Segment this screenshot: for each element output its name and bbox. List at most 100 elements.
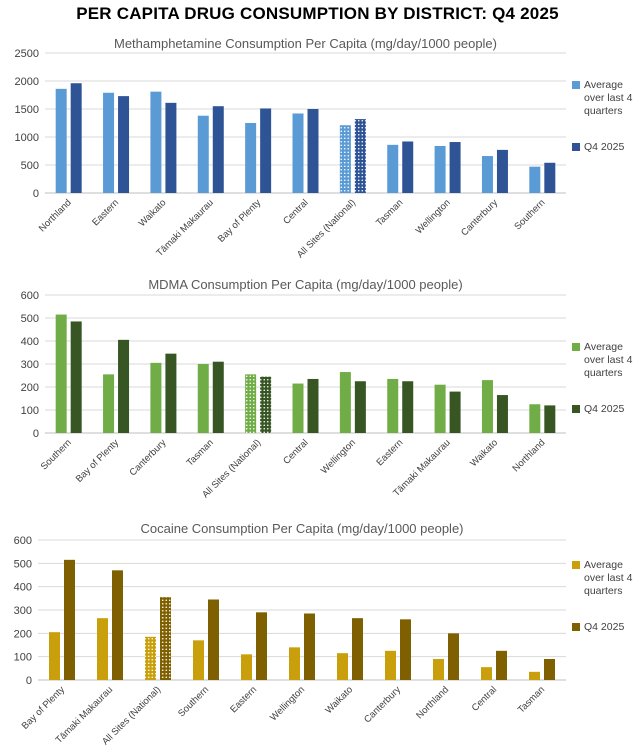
- y-tick-label: 1000: [15, 132, 39, 144]
- bar-eastern-avg: [103, 92, 115, 193]
- legend-swatch-avg: [572, 343, 580, 351]
- category-label: Central: [281, 437, 310, 466]
- bar-southern-avg: [529, 166, 541, 193]
- bar-all-sites-national-avg: [245, 374, 257, 433]
- bar-waikato-q4: [496, 395, 508, 433]
- bar-all-sites-national-q4: [160, 597, 171, 680]
- category-label: Bay of Plenty: [74, 437, 122, 485]
- y-tick-label: 200: [14, 628, 32, 640]
- bar-all-sites-national-avg: [145, 636, 156, 680]
- bar-southern-avg: [55, 314, 67, 433]
- bar-bay-of-plenty-avg: [245, 123, 257, 193]
- chart-meth: Methamphetamine Consumption Per Capita (…: [15, 36, 633, 260]
- category-label: Central: [470, 684, 499, 713]
- y-tick-label: 0: [33, 428, 39, 440]
- legend-label-avg: Average over last 4 quarters: [584, 341, 633, 379]
- bar-northland-avg: [529, 404, 541, 433]
- category-label: Southern: [512, 197, 547, 232]
- category-label: Northland: [37, 197, 74, 234]
- bar-canterbury-avg: [481, 156, 493, 193]
- bar-bay-of-plenty-avg: [103, 374, 115, 433]
- category-label: Bay of Plenty: [20, 684, 68, 732]
- legend-label-q4: Q4 2025: [584, 621, 624, 633]
- y-tick-label: 300: [21, 359, 39, 371]
- bar-canterbury-avg: [385, 650, 396, 680]
- bar-southern-q4: [70, 321, 82, 433]
- y-tick-label: 0: [26, 675, 32, 687]
- bar-all-sites-national-avg: [339, 125, 351, 193]
- category-label: Southern: [39, 437, 74, 472]
- page-title: PER CAPITA DRUG CONSUMPTION BY DISTRICT:…: [76, 4, 559, 23]
- y-tick-label: 100: [21, 405, 39, 417]
- category-label: Northland: [511, 437, 548, 474]
- legend-label-avg: Average over last 4 quarters: [584, 559, 633, 597]
- bar-waikato-avg: [150, 91, 162, 193]
- legend-label-q4: Q4 2025: [584, 403, 624, 415]
- category-label: Tasman: [185, 437, 216, 468]
- bar-all-sites-national-q4: [260, 376, 272, 433]
- category-label: Eastern: [374, 437, 405, 468]
- legend-swatch-q4: [572, 623, 580, 631]
- legend-swatch-avg: [572, 81, 580, 89]
- y-tick-label: 400: [21, 336, 39, 348]
- bar-tasman-avg: [387, 144, 399, 193]
- bar-central-q4: [496, 650, 507, 680]
- chart-mdma: MDMA Consumption Per Capita (mg/day/1000…: [21, 277, 633, 500]
- y-tick-label: 100: [14, 652, 32, 664]
- bar-central-q4: [307, 378, 319, 433]
- chart-title: Cocaine Consumption Per Capita (mg/day/1…: [140, 521, 463, 536]
- bar-t-maki-makaurau-avg: [434, 384, 446, 433]
- legend-swatch-avg: [572, 561, 580, 569]
- y-tick-label: 2500: [15, 48, 39, 60]
- bar-tasman-avg: [529, 671, 540, 680]
- chart-cocaine: Cocaine Consumption Per Capita (mg/day/1…: [14, 521, 633, 747]
- y-tick-label: 600: [14, 535, 32, 547]
- legend: Average over last 4 quarters Q4 2025: [572, 341, 633, 415]
- bar-canterbury-q4: [400, 619, 411, 680]
- y-tick-label: 2000: [15, 76, 39, 88]
- bar-waikato-q4: [352, 618, 363, 680]
- bar-t-maki-makaurau-q4: [212, 106, 224, 193]
- bar-wellington-avg: [339, 372, 351, 433]
- bar-bay-of-plenty-avg: [49, 632, 60, 680]
- bar-bay-of-plenty-q4: [260, 108, 272, 193]
- bar-all-sites-national-q4: [354, 119, 366, 193]
- legend-label-q4: Q4 2025: [584, 141, 624, 153]
- bar-eastern-q4: [402, 381, 414, 433]
- category-label: Southern: [176, 684, 211, 719]
- bar-tasman-q4: [212, 361, 224, 433]
- bar-central-avg: [292, 383, 304, 433]
- legend: Average over last 4 quarters Q4 2025: [572, 79, 633, 153]
- bar-northland-q4: [70, 83, 82, 193]
- bar-bay-of-plenty-q4: [118, 339, 130, 433]
- bar-t-maki-makaurau-avg: [97, 618, 108, 680]
- y-tick-label: 1500: [15, 104, 39, 116]
- category-label: Waikato: [323, 684, 355, 716]
- category-label: Wellington: [414, 197, 453, 236]
- chart-title: MDMA Consumption Per Capita (mg/day/1000…: [148, 277, 462, 292]
- bar-wellington-avg: [434, 145, 446, 193]
- legend: Average over last 4 quarters Q4 2025: [572, 559, 633, 633]
- bar-waikato-avg: [481, 380, 493, 433]
- bar-canterbury-avg: [150, 362, 162, 433]
- bar-southern-q4: [544, 162, 556, 193]
- bar-northland-avg: [433, 659, 444, 680]
- bar-tasman-avg: [197, 364, 209, 433]
- bar-bay-of-plenty-q4: [64, 559, 75, 680]
- legend-label-avg: Average over last 4 quarters: [584, 79, 633, 117]
- category-label: Canterbury: [459, 197, 500, 238]
- chart-title: Methamphetamine Consumption Per Capita (…: [114, 36, 497, 51]
- bar-canterbury-q4: [496, 149, 508, 193]
- category-label: Canterbury: [128, 437, 169, 478]
- y-tick-label: 500: [14, 558, 32, 570]
- category-label: Wellington: [268, 684, 307, 723]
- bar-wellington-avg: [289, 647, 300, 680]
- y-tick-label: 300: [14, 605, 32, 617]
- category-label: Waikato: [468, 437, 500, 469]
- bar-northland-avg: [55, 88, 67, 193]
- bar-tasman-q4: [402, 141, 414, 193]
- y-tick-label: 500: [21, 313, 39, 325]
- bar-northland-q4: [544, 405, 556, 433]
- category-label: Central: [281, 197, 310, 226]
